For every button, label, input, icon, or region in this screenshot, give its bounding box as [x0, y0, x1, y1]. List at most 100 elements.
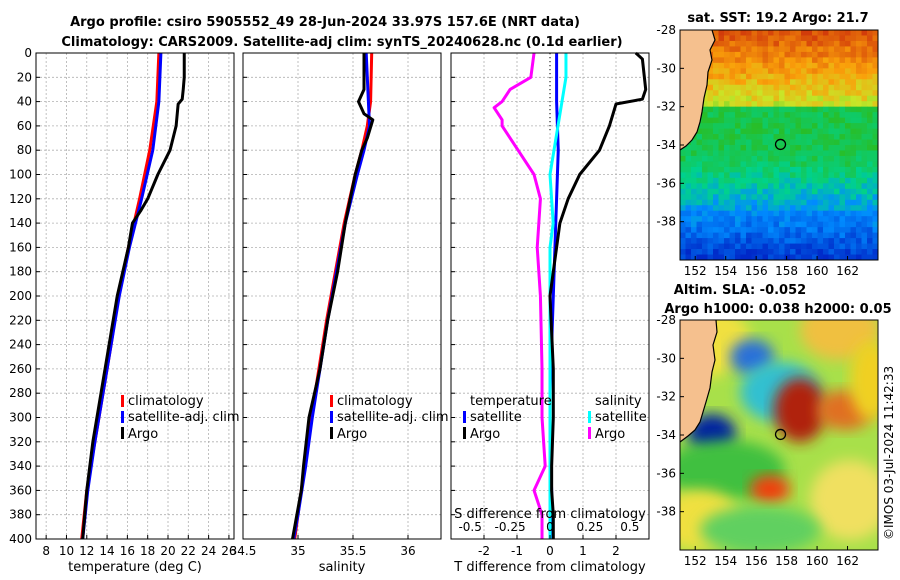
- sst-cell: [784, 205, 791, 212]
- sst-cell: [790, 139, 796, 146]
- sst-cell: [762, 117, 769, 124]
- sst-cell: [872, 238, 878, 244]
- sst-cell: [828, 57, 835, 64]
- sst-cell: [828, 155, 835, 162]
- sst-cell: [696, 205, 703, 212]
- sst-cell: [850, 79, 857, 86]
- sst-cell: [707, 216, 714, 223]
- sst-cell: [801, 232, 807, 239]
- sst-cell: [713, 155, 719, 162]
- sst-cell: [773, 117, 780, 124]
- sst-cell: [839, 117, 846, 124]
- legend-swatch-satellite: [121, 411, 124, 423]
- argo-location-marker: [774, 428, 787, 441]
- sst-cell: [757, 183, 763, 190]
- sst-cell: [735, 128, 741, 135]
- sst-cell: [740, 30, 747, 36]
- sst-cell: [718, 95, 725, 102]
- sst-cell: [680, 172, 686, 179]
- sst-cell: [691, 194, 697, 201]
- sst-cell: [691, 243, 697, 250]
- sst-cell: [834, 128, 840, 135]
- sst-cell: [839, 232, 846, 239]
- sst-cell: [856, 84, 862, 91]
- sst-cell: [762, 62, 769, 69]
- sst-cell: [812, 166, 818, 173]
- sst-cell: [845, 128, 851, 135]
- sst-cell: [817, 221, 824, 228]
- map-x-tick-label: 162: [836, 554, 859, 568]
- sst-cell: [724, 95, 730, 102]
- sst-cell: [872, 205, 878, 212]
- sst-cell: [751, 117, 758, 124]
- sst-cell: [823, 79, 829, 86]
- sst-cell: [839, 183, 846, 190]
- sst-cell: [856, 172, 862, 179]
- sst-cell: [872, 221, 878, 228]
- sst-cell: [685, 238, 692, 244]
- sst-cell: [861, 161, 868, 168]
- sst-cell: [718, 106, 725, 113]
- sst-cell: [845, 117, 851, 124]
- sst-cell: [823, 134, 829, 140]
- sst-cell: [735, 227, 741, 234]
- sst-cell: [784, 161, 791, 168]
- sst-cell: [834, 90, 840, 97]
- sst-cell: [795, 221, 802, 228]
- sst-cell: [751, 68, 758, 75]
- sst-cell: [724, 90, 730, 97]
- sst-cell: [812, 90, 818, 97]
- sst-cell: [680, 166, 686, 173]
- sst-cell: [696, 134, 703, 140]
- sst-cell: [735, 161, 741, 168]
- sst-cell: [850, 227, 857, 234]
- sst-cell: [861, 128, 868, 135]
- sst-cell: [768, 51, 774, 58]
- sst-cell: [773, 62, 780, 69]
- sst-cell: [784, 166, 791, 173]
- sst-cell: [746, 62, 752, 69]
- sst-cell: [735, 79, 741, 86]
- sst-cell: [718, 172, 725, 179]
- sst-cell: [806, 210, 813, 217]
- sst-cell: [834, 73, 840, 80]
- sst-cell: [817, 188, 824, 195]
- sst-cell: [790, 177, 796, 184]
- sst-cell: [724, 106, 730, 113]
- sst-cell: [856, 227, 862, 234]
- sst-cell: [867, 46, 873, 53]
- sst-cell: [861, 166, 868, 173]
- y-tick-label: 200: [9, 289, 32, 303]
- sst-cell: [817, 205, 824, 212]
- sst-cell: [702, 134, 708, 140]
- sst-cell: [724, 249, 730, 255]
- sst-cell: [856, 194, 862, 201]
- sst-cell: [790, 232, 796, 239]
- sst-cell: [740, 205, 747, 212]
- sst-cell: [735, 84, 741, 91]
- sst-cell: [768, 62, 774, 69]
- sst-cell: [746, 227, 752, 234]
- sst-cell: [834, 106, 840, 113]
- sst-cell: [685, 177, 692, 184]
- sst-cell: [795, 232, 802, 239]
- sst-cell: [691, 249, 697, 255]
- sst-cell: [680, 161, 686, 168]
- sst-cell: [779, 123, 785, 129]
- sst-cell: [691, 227, 697, 234]
- salinity-panel: 34.5 35 35.5 36 salinity climatology satell…: [230, 52, 449, 575]
- sst-cell: [861, 117, 868, 124]
- sst-cell: [845, 68, 851, 75]
- sst-cell: [779, 139, 785, 146]
- sst-cell: [834, 177, 840, 184]
- sst-cell: [861, 30, 868, 36]
- sst-cell: [845, 166, 851, 173]
- sst-cell: [773, 172, 780, 179]
- sst-cell: [707, 183, 714, 190]
- sst-cell: [861, 62, 868, 69]
- sst-cell: [861, 101, 868, 108]
- sst-cell: [718, 84, 725, 91]
- sst-cell: [828, 177, 835, 184]
- sst-cell: [762, 166, 769, 173]
- sst-cell: [773, 35, 780, 42]
